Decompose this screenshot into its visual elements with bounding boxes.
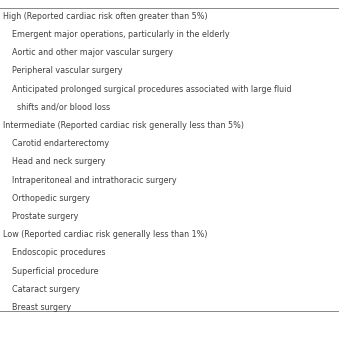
Text: Cataract surgery: Cataract surgery [12,285,80,294]
Text: Head and neck surgery: Head and neck surgery [12,157,105,166]
Text: Superficial procedure: Superficial procedure [12,267,98,276]
Text: Emergent major operations, particularly in the elderly: Emergent major operations, particularly … [12,30,230,39]
Text: Orthopedic surgery: Orthopedic surgery [12,194,90,203]
Text: Anticipated prolonged surgical procedures associated with large fluid: Anticipated prolonged surgical procedure… [12,85,291,94]
Text: Aortic and other major vascular surgery: Aortic and other major vascular surgery [12,48,173,57]
Text: Low (Reported cardiac risk generally less than 1%): Low (Reported cardiac risk generally les… [3,230,207,239]
Text: Peripheral vascular surgery: Peripheral vascular surgery [12,66,122,75]
Text: Carotid endarterectomy: Carotid endarterectomy [12,139,109,148]
Text: Breast surgery: Breast surgery [12,303,71,312]
Text: Endoscopic procedures: Endoscopic procedures [12,248,105,257]
Text: High (Reported cardiac risk often greater than 5%): High (Reported cardiac risk often greate… [3,12,207,21]
Text: shifts and/or blood loss: shifts and/or blood loss [12,103,110,112]
Text: Prostate surgery: Prostate surgery [12,212,78,221]
Text: Intermediate (Reported cardiac risk generally less than 5%): Intermediate (Reported cardiac risk gene… [3,121,244,130]
Text: Intraperitoneal and intrathoracic surgery: Intraperitoneal and intrathoracic surger… [12,176,177,185]
